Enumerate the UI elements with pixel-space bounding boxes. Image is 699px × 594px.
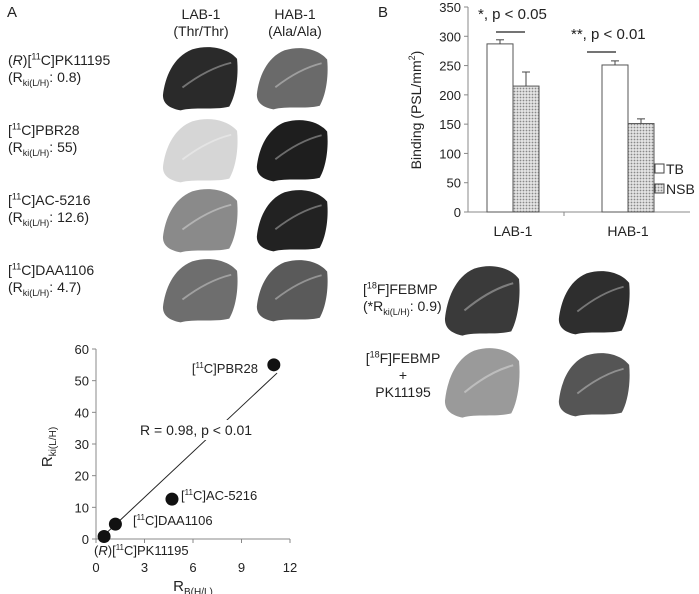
scatter-y-tick-label: 0 xyxy=(82,532,89,547)
bar-y-tick-label: 200 xyxy=(439,88,461,103)
bar-category-label: HAB-1 xyxy=(607,223,648,239)
bar-category-label: LAB-1 xyxy=(494,223,533,239)
scatter-x-tick-label: 3 xyxy=(141,560,148,575)
brain-slice-tissue xyxy=(256,190,328,252)
scatter-point-label: [11C]AC-5216 xyxy=(181,488,257,503)
column-genotype: (Ala/Ala) xyxy=(268,23,322,39)
autoradiograph-hab-1 xyxy=(256,48,328,110)
scatter-point xyxy=(108,517,122,531)
scatter-y-tick-label: 60 xyxy=(75,342,89,357)
brain-slice-tissue xyxy=(444,266,520,336)
scatter-point-label: [11C]PBR28 xyxy=(192,361,258,376)
brain-slice-tissue xyxy=(558,353,630,417)
tracer-label: [11C]DAA1106 (Rki(L/H): 4.7) xyxy=(8,261,95,298)
scatter-point xyxy=(267,358,281,372)
autoradiograph-lab-1 xyxy=(162,259,238,323)
scatter-x-tick-label: 6 xyxy=(189,560,196,575)
autoradiograph-hab-1 xyxy=(256,120,328,182)
scatter-y-tick-label: 30 xyxy=(75,437,89,452)
brain-slice-tissue xyxy=(256,260,328,322)
autoradiograph-lab-1 xyxy=(162,119,238,183)
bar-tb-hab-1 xyxy=(601,64,629,213)
brain-slice-tissue xyxy=(558,271,630,335)
bar-nsb-hab-1 xyxy=(627,123,655,213)
panel-a-label: A xyxy=(7,4,18,21)
column-genotype: (Thr/Thr) xyxy=(173,23,229,39)
autoradiograph-febmp-hab-1 xyxy=(558,271,630,335)
tracer-label: (R)[11C]PK11195 (Rki(L/H): 0.8) xyxy=(8,51,111,88)
brain-slice-white-matter xyxy=(181,61,232,89)
scatter-y-tick-label: 40 xyxy=(75,405,89,420)
scatter-point xyxy=(97,529,111,543)
brain-slice-white-matter xyxy=(274,204,322,230)
scatter-y-axis-label: Rki(L/H) xyxy=(39,427,59,467)
annotation-background xyxy=(138,420,276,440)
brain-slice-white-matter xyxy=(274,134,322,160)
brain-slice-tissue xyxy=(162,47,238,111)
scatter-point-label: (R)[11C]PK11195 xyxy=(94,543,189,558)
column-name: HAB-1 xyxy=(274,6,316,22)
bar-y-tick-label: 350 xyxy=(439,0,461,15)
bar-y-tick-label: 300 xyxy=(439,29,461,44)
column-header-lab: LAB-1 (Thr/Thr) xyxy=(165,6,237,40)
scatter-point-label: [11C]DAA1106 xyxy=(133,513,213,528)
autoradiograph-febmp-blocked-lab-1 xyxy=(444,348,520,418)
bar-y-tick-label: 0 xyxy=(454,205,461,220)
scatter-x-axis-label: RB(H/L) xyxy=(173,578,213,594)
brain-slice-white-matter xyxy=(274,62,322,88)
scatter-x-tick-label: 12 xyxy=(283,560,297,575)
bar-y-tick-label: 250 xyxy=(439,59,461,74)
significance-label-lab: *, p < 0.05 xyxy=(478,6,547,23)
brain-slice-white-matter xyxy=(181,133,232,161)
legend-label-nsb: NSB xyxy=(666,181,695,197)
autoradiograph-lab-1 xyxy=(162,47,238,111)
brain-slice-white-matter xyxy=(463,282,514,312)
brain-slice-tissue xyxy=(162,119,238,183)
column-header-hab: HAB-1 (Ala/Ala) xyxy=(257,6,333,40)
scatter-x-tick-label: 0 xyxy=(92,560,99,575)
scatter-x-tick-label: 9 xyxy=(238,560,245,575)
brain-slice-tissue xyxy=(256,120,328,182)
autoradiograph-hab-1 xyxy=(256,190,328,252)
regression-line xyxy=(99,372,278,540)
bar-tb-lab-1 xyxy=(486,43,514,213)
scatter-y-tick-label: 10 xyxy=(75,500,89,515)
legend-label-tb: TB xyxy=(666,161,684,177)
brain-slice-white-matter xyxy=(274,274,322,300)
autoradiograph-hab-1 xyxy=(256,260,328,322)
tracer-label: [11C]AC-5216 (Rki(L/H): 12.6) xyxy=(8,191,91,228)
brain-slice-white-matter xyxy=(463,364,514,394)
column-name: LAB-1 xyxy=(181,6,221,22)
febmp-pk11195-label: [18F]FEBMP + PK11195 xyxy=(365,349,441,400)
brain-slice-white-matter xyxy=(576,285,624,313)
scatter-y-tick-label: 20 xyxy=(75,469,89,484)
brain-slice-tissue xyxy=(256,48,328,110)
scatter-y-tick-label: 50 xyxy=(75,374,89,389)
bar-y-tick-label: 150 xyxy=(439,117,461,132)
correlation-annotation: R = 0.98, p < 0.01 xyxy=(140,422,252,438)
scatter-point xyxy=(165,492,179,506)
brain-slice-white-matter xyxy=(576,367,624,395)
significance-label-hab: **, p < 0.01 xyxy=(571,26,646,43)
legend-swatch-tb xyxy=(654,163,665,174)
autoradiograph-lab-1 xyxy=(162,189,238,253)
tracer-label: [11C]PBR28 (Rki(L/H): 55) xyxy=(8,121,80,158)
brain-slice-tissue xyxy=(444,348,520,418)
bar-nsb-lab-1 xyxy=(512,85,540,213)
panel-b-label: B xyxy=(378,4,389,21)
bar-y-axis-label: Binding (PSL/mm2) xyxy=(407,51,424,170)
autoradiograph-febmp-blocked-hab-1 xyxy=(558,353,630,417)
autoradiograph-febmp-lab-1 xyxy=(444,266,520,336)
brain-slice-white-matter xyxy=(181,273,232,301)
febmp-label: [18F]FEBMP (*Rki(L/H): 0.9) xyxy=(363,280,442,317)
brain-slice-tissue xyxy=(162,259,238,323)
brain-slice-tissue xyxy=(162,189,238,253)
bar-y-tick-label: 50 xyxy=(447,176,461,191)
brain-slice-white-matter xyxy=(181,203,232,231)
legend-swatch-nsb xyxy=(654,183,665,194)
bar-y-tick-label: 100 xyxy=(439,146,461,161)
